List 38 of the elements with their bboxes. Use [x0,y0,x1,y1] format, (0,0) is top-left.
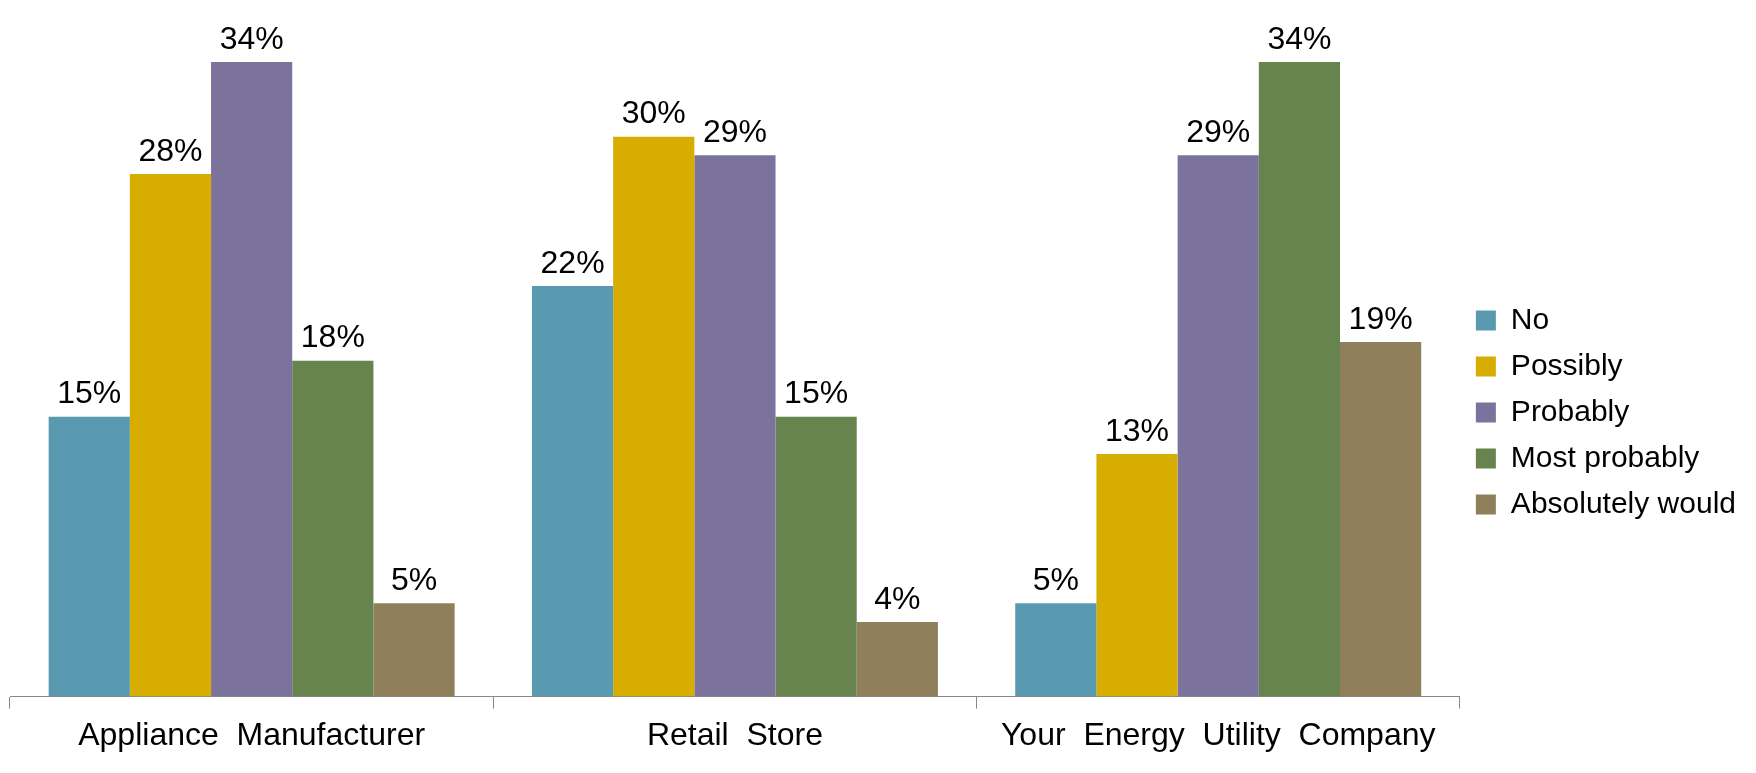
bar [1340,341,1422,697]
data-label: 19% [1348,299,1413,336]
bar [292,360,374,697]
data-label: 15% [784,374,849,411]
x-tick-label: Retail Store [646,715,823,752]
x-tick-label: Appliance Manufacturer [78,715,426,752]
data-label: 34% [1267,19,1332,56]
bar [1015,603,1097,697]
data-label: 15% [57,374,122,411]
bar [1096,453,1178,697]
data-label: 34% [219,19,284,56]
bar [1258,62,1341,697]
x-tick-label: Your Energy Utility Company [1000,715,1436,752]
legend-label: Absolutely would [1510,485,1737,519]
data-label: 30% [621,94,686,131]
legend-label: No [1510,301,1550,335]
bar [531,285,614,697]
legend-label: Possibly [1510,347,1623,381]
bar [856,621,938,697]
bar [1177,155,1259,697]
bar [775,416,857,697]
bar [694,155,776,697]
bar [613,136,695,697]
data-label: 5% [390,561,438,598]
bar [211,62,293,697]
legend-label: Probably [1510,393,1630,427]
data-label: 22% [540,243,605,280]
bar [373,603,455,697]
data-label: 29% [1186,113,1251,150]
data-label: 18% [300,318,365,355]
data-label: 28% [138,131,203,168]
data-label: 5% [1032,561,1079,598]
data-label: 4% [874,579,921,616]
legend-label: Most probably [1510,439,1700,473]
data-label: 29% [702,113,767,150]
data-label: 13% [1105,411,1170,448]
bar [48,416,130,697]
bar [129,173,212,697]
